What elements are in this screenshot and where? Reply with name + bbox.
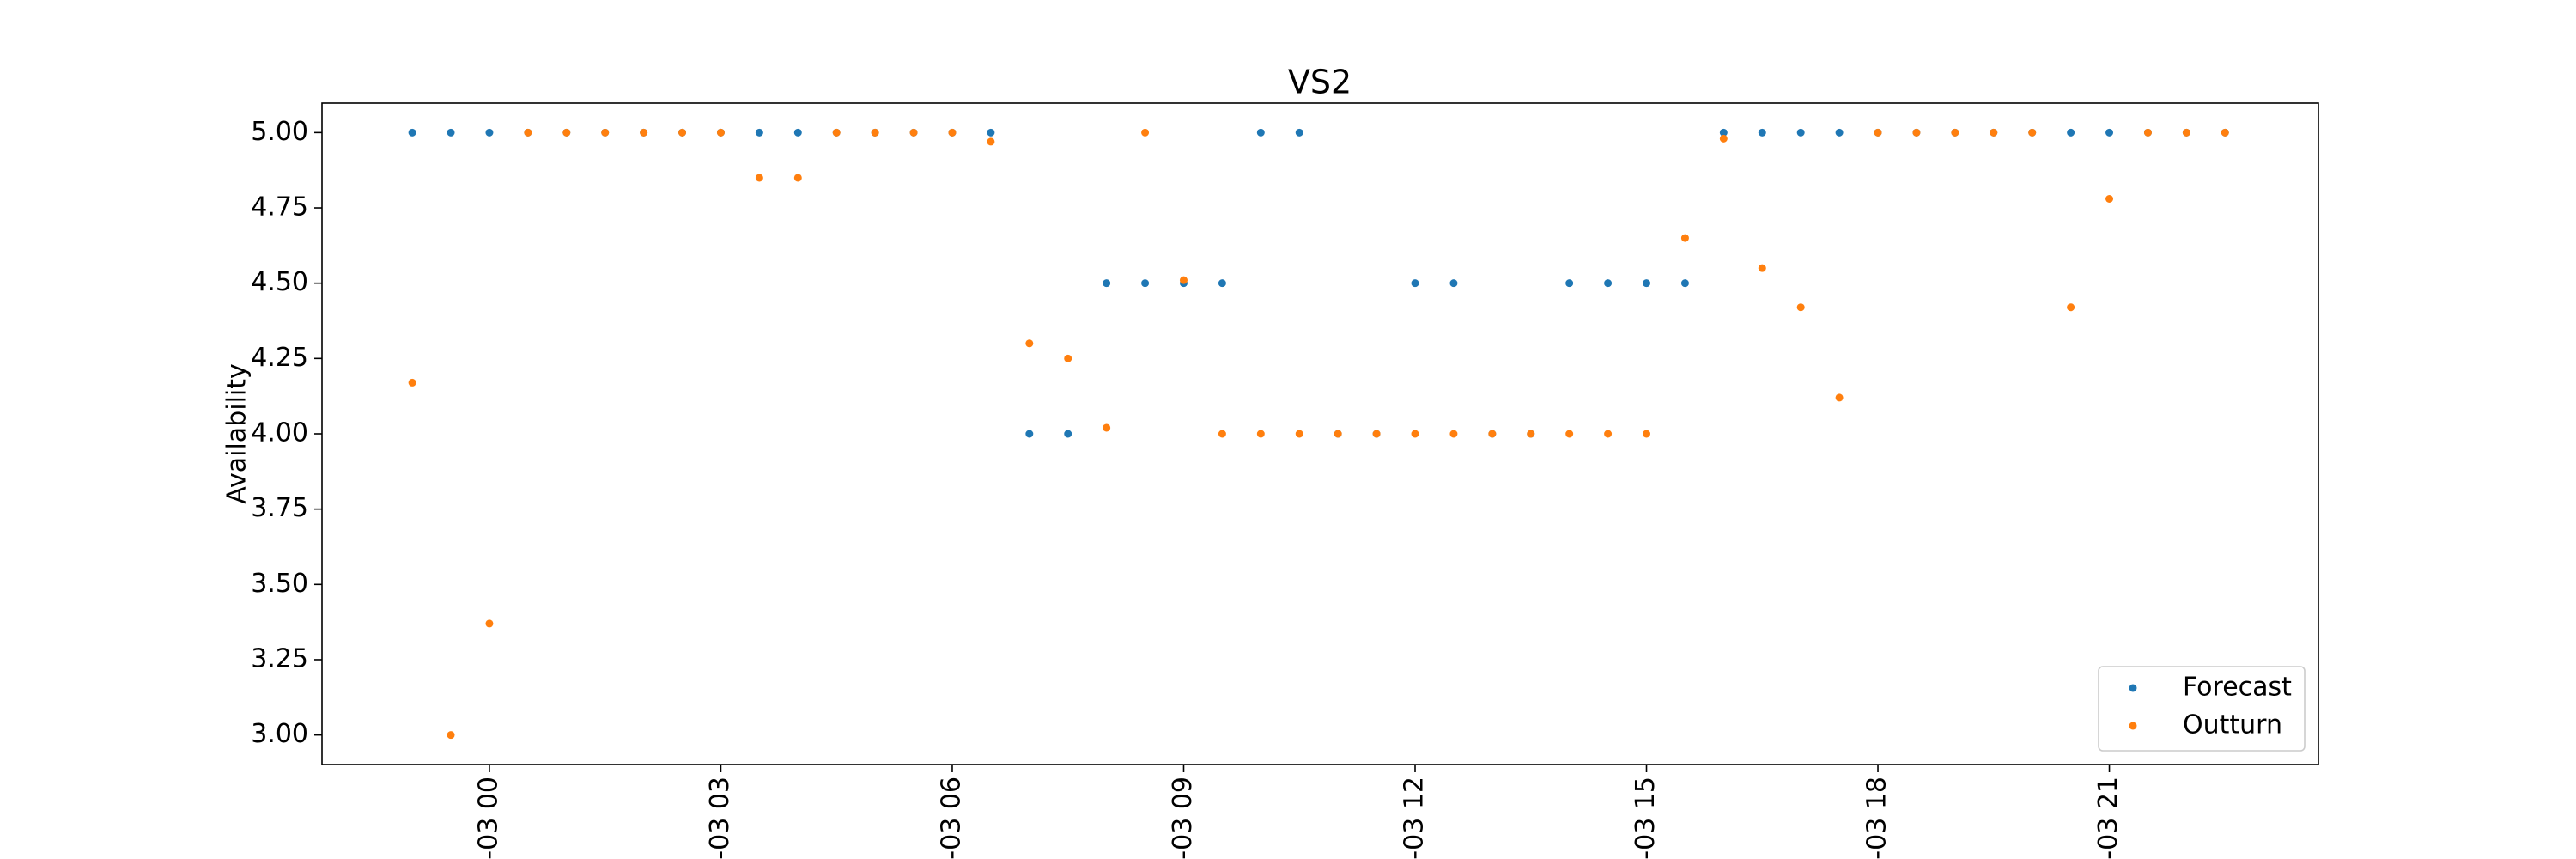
data-point (2105, 195, 2114, 204)
data-point (948, 128, 957, 137)
x-tick-label: -03 18 (1862, 777, 1893, 859)
data-point (871, 128, 879, 137)
data-point (1643, 279, 1651, 288)
y-tick-label: 3.75 (251, 493, 308, 523)
legend-box (2098, 666, 2306, 752)
legend-marker (2129, 684, 2137, 692)
data-point (1680, 234, 1689, 242)
y-tick-label: 4.50 (251, 267, 308, 297)
data-point (1295, 430, 1303, 438)
y-axis-label: Availability (222, 363, 252, 504)
data-point (1295, 128, 1303, 137)
data-point (909, 128, 918, 137)
data-point (1565, 430, 1574, 438)
data-point (1141, 128, 1150, 137)
data-point (601, 128, 610, 137)
y-tick-label: 4.00 (251, 418, 308, 448)
data-point (1411, 430, 1419, 438)
data-point (562, 128, 571, 137)
data-point (1449, 279, 1458, 288)
data-point (447, 731, 455, 740)
x-tick-label: -03 21 (2093, 777, 2123, 859)
data-point (1025, 339, 1034, 348)
data-point (1103, 279, 1111, 288)
legend-marker (2129, 722, 2137, 730)
data-point (1449, 430, 1458, 438)
y-tick-label: 4.75 (251, 192, 308, 222)
data-point (408, 128, 416, 137)
data-point (1372, 430, 1381, 438)
data-point (755, 128, 763, 137)
legend-label: Outturn (2183, 710, 2282, 740)
y-tick-label: 4.25 (251, 343, 308, 373)
data-point (1179, 276, 1188, 284)
data-point (1719, 134, 1728, 143)
y-tick-label: 3.25 (251, 643, 308, 673)
data-point (1758, 264, 1766, 272)
data-point (1835, 128, 1844, 137)
data-point (1488, 430, 1497, 438)
data-point (485, 128, 494, 137)
data-point (2182, 128, 2190, 137)
data-point (1256, 430, 1265, 438)
data-point (1912, 128, 1921, 137)
data-point (640, 128, 648, 137)
data-point (1951, 128, 1959, 137)
x-tick-label: -03 03 (705, 777, 735, 859)
data-point (1565, 279, 1574, 288)
data-point (1643, 430, 1651, 438)
data-point (793, 174, 802, 182)
data-point (1064, 430, 1072, 438)
data-point (1527, 430, 1535, 438)
chart-title: VS2 (1288, 64, 1352, 101)
data-point (1411, 279, 1419, 288)
x-tick-label: -03 06 (936, 777, 966, 859)
data-point (2143, 128, 2152, 137)
data-point (2221, 128, 2229, 137)
data-point (1604, 430, 1613, 438)
data-point (408, 378, 416, 387)
x-tick-label: -03 12 (1400, 777, 1430, 859)
data-point (524, 128, 532, 137)
data-point (2105, 128, 2114, 137)
data-point (1064, 354, 1072, 362)
data-point (1218, 279, 1226, 288)
data-point (1334, 430, 1342, 438)
data-point (485, 619, 494, 628)
data-point (793, 128, 802, 137)
data-point (1796, 128, 1805, 137)
data-point (1796, 303, 1805, 312)
data-point (2067, 128, 2075, 137)
data-point (1874, 128, 1882, 137)
data-point (447, 128, 455, 137)
y-tick-label: 3.00 (251, 719, 308, 749)
legend-label: Forecast (2183, 673, 2292, 703)
data-point (755, 174, 763, 182)
data-point (1719, 128, 1728, 137)
data-point (1141, 279, 1150, 288)
x-tick-label: -03 00 (473, 777, 503, 859)
data-point (2067, 303, 2075, 312)
x-tick-label: -03 09 (1168, 777, 1198, 859)
data-point (1990, 128, 1998, 137)
data-point (987, 137, 995, 146)
data-point (1604, 279, 1613, 288)
data-point (1835, 393, 1844, 402)
data-point (1103, 423, 1111, 432)
data-point (832, 128, 841, 137)
data-point (1025, 430, 1034, 438)
data-point (1758, 128, 1766, 137)
data-point (716, 128, 725, 137)
data-point (987, 128, 995, 137)
x-tick-label: -03 15 (1631, 777, 1661, 859)
data-point (2028, 128, 2037, 137)
y-tick-label: 3.50 (251, 569, 308, 599)
data-point (1256, 128, 1265, 137)
data-point (1680, 279, 1689, 288)
y-tick-label: 5.00 (251, 117, 308, 147)
data-point (678, 128, 687, 137)
data-point (1218, 430, 1226, 438)
